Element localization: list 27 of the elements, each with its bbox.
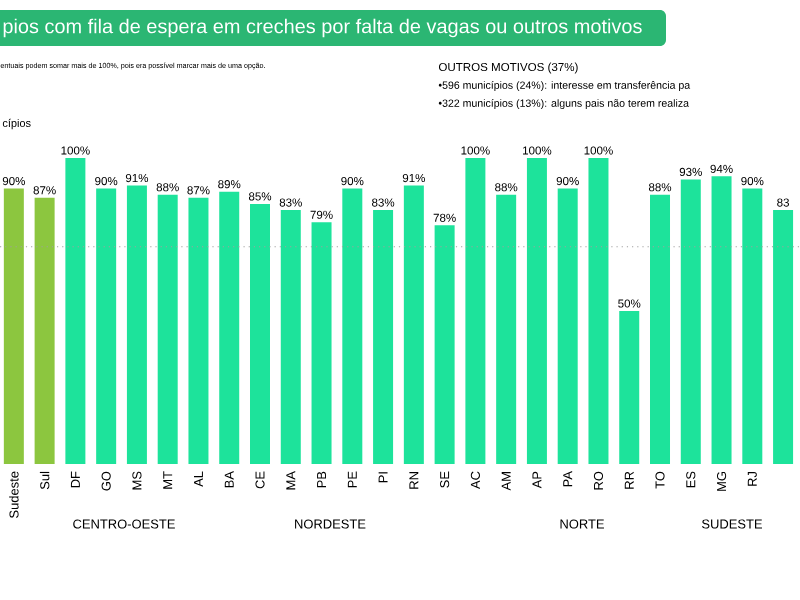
bar xyxy=(311,222,332,464)
bar xyxy=(496,194,517,464)
bar xyxy=(711,176,732,464)
bar xyxy=(434,225,455,464)
bar xyxy=(34,197,55,464)
bar xyxy=(373,210,394,464)
bar xyxy=(126,185,147,464)
bar xyxy=(96,188,117,464)
bar xyxy=(188,197,209,464)
bar xyxy=(742,188,763,464)
bar xyxy=(619,311,640,464)
bar xyxy=(588,157,609,464)
bar xyxy=(250,203,270,464)
bar xyxy=(773,210,794,464)
bar xyxy=(280,210,301,464)
bar xyxy=(526,157,547,464)
bar xyxy=(403,185,424,464)
bar xyxy=(650,194,671,464)
bar xyxy=(557,188,578,464)
bar xyxy=(219,191,240,464)
bar xyxy=(157,194,178,464)
bar xyxy=(3,188,24,464)
bar xyxy=(65,157,86,464)
chart-title: pios com fila de espera em creches por falta de vagas ou outros motivos xyxy=(3,18,642,38)
bar xyxy=(680,179,701,464)
bar xyxy=(465,157,486,464)
bar xyxy=(342,188,363,464)
